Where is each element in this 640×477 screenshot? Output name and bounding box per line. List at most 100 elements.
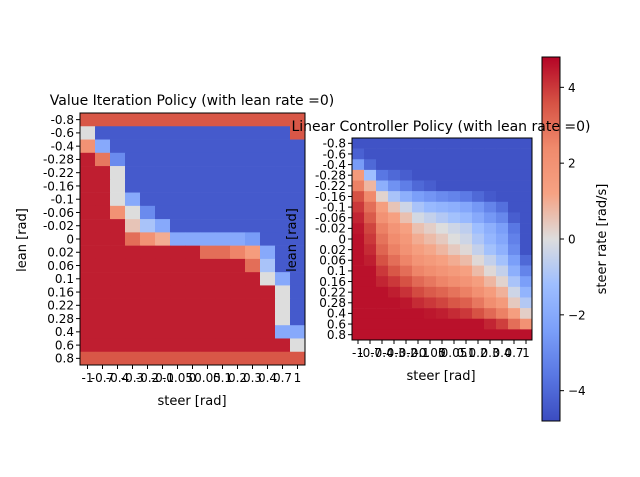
heatmap-cell <box>436 223 449 234</box>
heatmap-cell <box>424 297 437 309</box>
heatmap-cell <box>448 297 461 309</box>
heatmap-cell <box>275 152 291 167</box>
heatmap-cell <box>95 179 111 193</box>
x-tick-label: -0.2 <box>136 371 159 385</box>
y-tick-label: -0.16 <box>315 190 346 204</box>
heatmap-cell <box>376 297 389 309</box>
heatmap-cell <box>95 311 111 326</box>
heatmap-cell <box>245 298 261 313</box>
heatmap-cell <box>230 179 246 193</box>
heatmap-cell <box>424 329 437 341</box>
heatmap-cell <box>290 272 306 286</box>
heatmap-cell <box>125 311 141 326</box>
heatmap-cell <box>424 286 437 298</box>
heatmap-cell <box>170 113 186 127</box>
heatmap-cell <box>140 152 156 167</box>
heatmap-cell <box>260 311 276 326</box>
y-tick-label: -0.6 <box>51 126 74 140</box>
heatmap-cell <box>155 192 171 207</box>
heatmap-cell <box>170 311 186 326</box>
heatmap-cell <box>520 148 533 160</box>
heatmap-cell <box>95 272 111 286</box>
heatmap-cell <box>215 272 231 286</box>
heatmap-cell <box>95 285 111 299</box>
heatmap-cell <box>140 232 156 246</box>
heatmap-cell <box>110 258 126 273</box>
heatmap-cell <box>352 201 365 213</box>
heatmap-cell <box>275 272 291 286</box>
heatmap-cell <box>460 212 473 224</box>
heatmap-cell <box>508 276 521 288</box>
heatmap-cell <box>412 148 425 160</box>
heatmap-cell <box>95 298 111 313</box>
heatmap-cell <box>260 219 276 233</box>
heatmap-cell <box>260 166 276 180</box>
heatmap-cell <box>388 212 401 224</box>
heatmap-cell <box>496 276 509 288</box>
heatmap-cell <box>352 223 365 234</box>
heatmap-cell <box>364 233 377 245</box>
heatmap-cell <box>424 191 437 203</box>
heatmap-cell <box>376 265 389 277</box>
heatmap-cell <box>80 179 96 193</box>
heatmap-cell <box>275 205 291 220</box>
heatmap-cell <box>80 192 96 207</box>
heatmap-cell <box>125 272 141 286</box>
heatmap-cell <box>155 126 171 140</box>
heatmap-cell <box>260 152 276 167</box>
heatmap-cell <box>200 338 216 353</box>
heatmap-cell <box>110 298 126 313</box>
heatmap-cell <box>364 265 377 277</box>
heatmap-cell <box>520 297 533 309</box>
heatmap-cell <box>155 232 171 246</box>
heatmap-cell <box>125 338 141 353</box>
heatmap-cell <box>364 223 377 234</box>
heatmap-cell <box>376 159 389 171</box>
heatmap-cell <box>472 265 485 277</box>
heatmap-cell <box>508 169 521 181</box>
heatmap-cell <box>436 265 449 277</box>
heatmap-cell <box>290 245 306 260</box>
colorbar-tick-label: 4 <box>568 81 576 95</box>
heatmap-cell <box>484 223 497 234</box>
heatmap-cell <box>125 245 141 260</box>
heatmap-cell <box>388 138 401 149</box>
heatmap-cell <box>245 205 261 220</box>
heatmap-cell <box>80 258 96 273</box>
heatmap-cell <box>352 308 365 320</box>
heatmap-cell <box>436 254 449 266</box>
heatmap-cell <box>508 159 521 171</box>
heatmap-cell <box>364 201 377 213</box>
heatmap-cell <box>400 148 413 160</box>
heatmap-cell <box>260 192 276 207</box>
linear-controller-title: Linear Controller Policy (with lean rate… <box>291 119 590 135</box>
heatmap-cell <box>140 285 156 299</box>
heatmap-cell <box>424 265 437 277</box>
heatmap-cell <box>110 232 126 246</box>
heatmap-cell <box>484 180 497 192</box>
heatmap-cell <box>260 113 276 127</box>
heatmap-cell <box>185 113 201 127</box>
heatmap-cell <box>496 191 509 203</box>
heatmap-cell <box>424 318 437 330</box>
heatmap-cell <box>155 113 171 127</box>
heatmap-cell <box>472 148 485 160</box>
heatmap-cell <box>376 254 389 266</box>
x-tick-label: -0.1 <box>406 346 429 360</box>
heatmap-cell <box>170 192 186 207</box>
x-tick-label: -0.1 <box>151 371 174 385</box>
heatmap-cell <box>125 351 141 366</box>
heatmap-cell <box>110 166 126 180</box>
heatmap-cell <box>230 166 246 180</box>
heatmap-cell <box>484 212 497 224</box>
heatmap-cell <box>448 212 461 224</box>
heatmap-cell <box>95 325 111 339</box>
heatmap-cell <box>388 254 401 266</box>
heatmap-cell <box>520 329 533 341</box>
heatmap-cell <box>520 276 533 288</box>
x-tick-label: 0.2 <box>468 346 487 360</box>
linear-controller-heatmap: -0.8-0.6-0.4-0.28-0.22-0.16-0.1-0.06-0.0… <box>285 137 533 384</box>
heatmap-cell <box>155 311 171 326</box>
heatmap-cell <box>140 311 156 326</box>
y-tick-label: 0.22 <box>47 299 74 313</box>
